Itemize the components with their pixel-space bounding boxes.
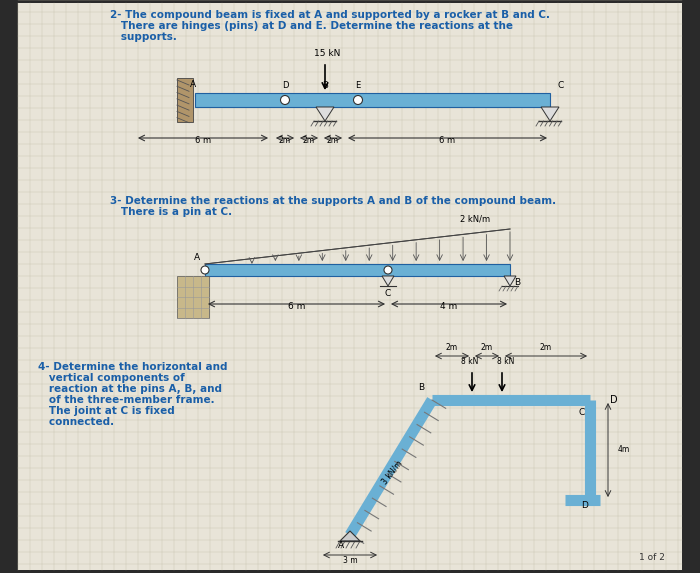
Text: There are hinges (pins) at D and E. Determine the reactions at the: There are hinges (pins) at D and E. Dete… xyxy=(110,21,513,31)
Text: 2 kN/m: 2 kN/m xyxy=(460,214,490,223)
Text: 6 m: 6 m xyxy=(440,136,456,145)
Text: 2m: 2m xyxy=(303,136,315,145)
Text: There is a pin at C.: There is a pin at C. xyxy=(110,207,232,217)
Polygon shape xyxy=(316,107,334,121)
Circle shape xyxy=(201,266,209,274)
Text: D: D xyxy=(281,81,288,90)
Text: supports.: supports. xyxy=(110,32,177,42)
Text: 3- Determine the reactions at the supports A and B of the compound beam.: 3- Determine the reactions at the suppor… xyxy=(110,196,556,206)
Text: connected.: connected. xyxy=(38,417,114,427)
Circle shape xyxy=(281,96,290,104)
Text: D: D xyxy=(582,501,589,510)
Text: C: C xyxy=(385,289,391,298)
Text: 4 m: 4 m xyxy=(440,302,458,311)
Text: 2m: 2m xyxy=(279,136,291,145)
Polygon shape xyxy=(504,276,516,286)
Text: 6 m: 6 m xyxy=(195,136,211,145)
Text: 2m: 2m xyxy=(446,343,458,352)
Text: 4- Determine the horizontal and: 4- Determine the horizontal and xyxy=(38,362,228,372)
Text: 15 kN: 15 kN xyxy=(314,49,340,58)
Text: B: B xyxy=(514,278,520,287)
Text: A: A xyxy=(194,253,200,262)
Polygon shape xyxy=(541,107,559,121)
Polygon shape xyxy=(382,276,394,286)
Text: 2- The compound beam is fixed at A and supported by a rocker at B and C.: 2- The compound beam is fixed at A and s… xyxy=(110,10,550,20)
Bar xyxy=(177,78,193,122)
Circle shape xyxy=(384,266,392,274)
Bar xyxy=(195,93,550,107)
Text: 6 m: 6 m xyxy=(288,302,305,311)
Text: B: B xyxy=(418,383,424,392)
Text: reaction at the pins A, B, and: reaction at the pins A, B, and xyxy=(38,384,222,394)
Text: 1 of 2: 1 of 2 xyxy=(639,553,665,562)
Text: A: A xyxy=(190,80,196,89)
Text: C: C xyxy=(579,408,585,417)
Text: 2m: 2m xyxy=(540,343,552,352)
Text: The joint at C is fixed: The joint at C is fixed xyxy=(38,406,175,416)
Bar xyxy=(177,276,209,318)
Text: 3 kN/m: 3 kN/m xyxy=(380,459,404,486)
Text: B: B xyxy=(322,81,328,90)
Polygon shape xyxy=(340,531,360,541)
Text: C: C xyxy=(558,81,564,90)
Text: A: A xyxy=(338,541,344,550)
Text: 2m: 2m xyxy=(327,136,339,145)
Bar xyxy=(205,264,510,276)
Text: D: D xyxy=(610,395,617,405)
Circle shape xyxy=(354,96,363,104)
Text: of the three-member frame.: of the three-member frame. xyxy=(38,395,215,405)
Text: 8 kN: 8 kN xyxy=(497,357,514,366)
Text: 2m: 2m xyxy=(481,343,493,352)
Text: 4m: 4m xyxy=(618,445,630,454)
Text: vertical components of: vertical components of xyxy=(38,373,185,383)
Text: 3 m: 3 m xyxy=(343,556,357,565)
Text: 8 kN: 8 kN xyxy=(461,357,479,366)
Text: E: E xyxy=(356,81,360,90)
